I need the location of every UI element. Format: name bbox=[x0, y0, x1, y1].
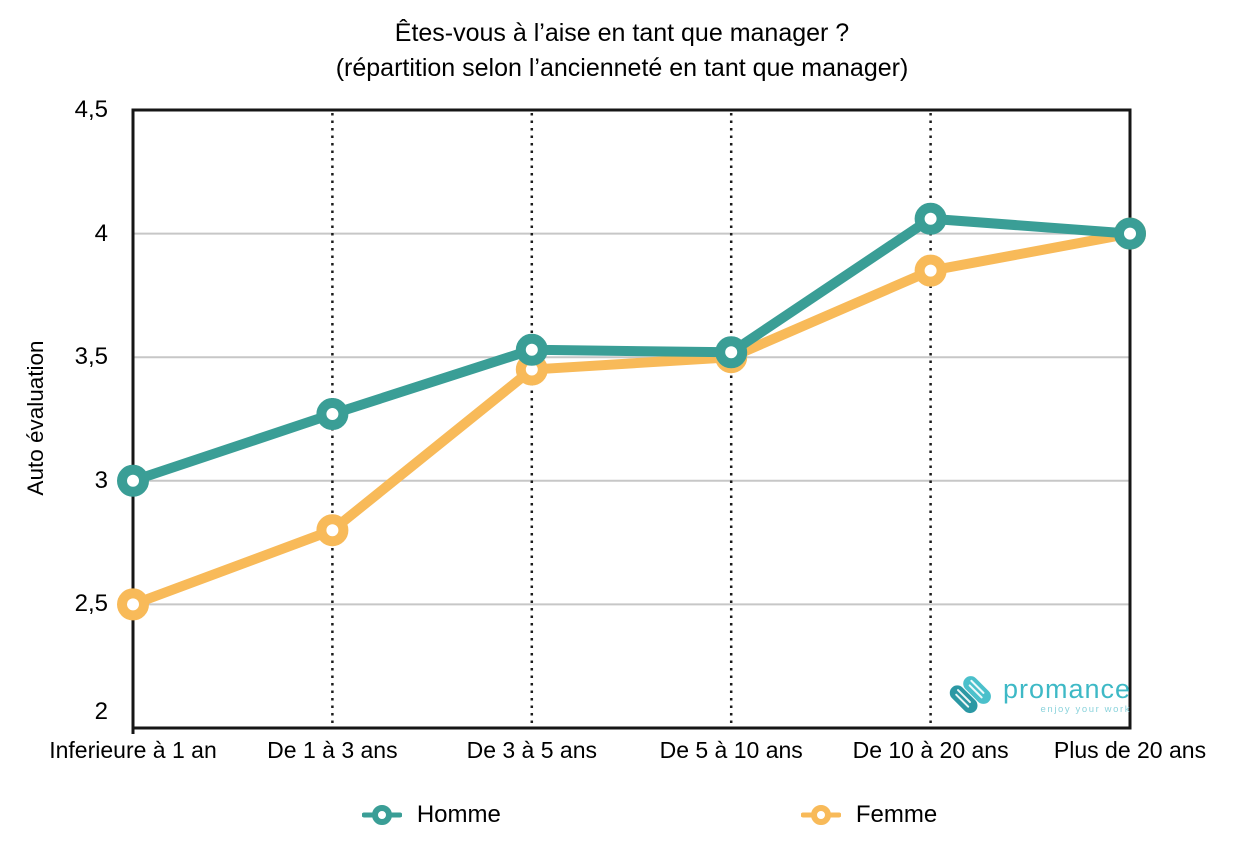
x-axis-label: De 1 à 3 ans bbox=[267, 737, 398, 763]
y-tick-label: 2,5 bbox=[74, 590, 108, 618]
chart-legend: Homme Femme bbox=[0, 801, 1244, 829]
data-point-femme bbox=[117, 588, 149, 621]
data-point-homme bbox=[914, 202, 947, 235]
legend-label-femme: Femme bbox=[855, 801, 938, 828]
promance-tagline: enjoy your work bbox=[1040, 703, 1132, 715]
promance-logo-icon bbox=[949, 676, 991, 714]
y-tick-label: 3,5 bbox=[74, 343, 108, 371]
chart-title-line2: (répartition selon l’ancienneté en tant … bbox=[335, 54, 909, 82]
series-line-femme bbox=[128, 228, 1135, 610]
legend-label-homme: Homme bbox=[416, 801, 501, 828]
x-axis-label: De 3 à 5 ans bbox=[466, 737, 597, 763]
x-axis-label: Inferieure à 1 an bbox=[49, 737, 217, 763]
data-point-homme bbox=[715, 336, 748, 369]
data-point-homme bbox=[515, 333, 548, 366]
y-tick-label: 4 bbox=[94, 219, 108, 247]
y-tick-label: 4,5 bbox=[74, 96, 108, 123]
promance-brand-name: promance bbox=[1003, 673, 1132, 704]
legend-marker-femme-icon bbox=[800, 805, 841, 825]
legend-marker-homme-icon bbox=[361, 805, 402, 825]
series-line-homme bbox=[128, 213, 1135, 486]
plot-border bbox=[131, 108, 1132, 730]
x-axis-label: De 5 à 10 ans bbox=[659, 737, 803, 763]
promance-logo-text: promance enjoy your work bbox=[1003, 673, 1132, 715]
legend-item-femme: Femme bbox=[800, 801, 938, 829]
promance-watermark: promance enjoy your work bbox=[944, 672, 1131, 718]
data-point-homme bbox=[117, 464, 149, 497]
x-axis-label: De 10 à 20 ans bbox=[852, 737, 1009, 763]
data-point-homme bbox=[316, 398, 349, 431]
legend-item-homme: Homme bbox=[361, 801, 501, 829]
chart-title: Êtes-vous à l’aise en tant que manager ?… bbox=[0, 16, 1244, 86]
chart-title-line1: Êtes-vous à l’aise en tant que manager ? bbox=[394, 19, 850, 47]
y-tick-label: 2 bbox=[94, 698, 108, 725]
data-point-femme bbox=[914, 254, 947, 287]
y-tick-label: 3 bbox=[94, 466, 108, 494]
data-point-homme bbox=[1114, 217, 1146, 250]
data-point-femme bbox=[316, 514, 349, 547]
x-axis-label: Plus de 20 ans bbox=[1053, 737, 1207, 763]
